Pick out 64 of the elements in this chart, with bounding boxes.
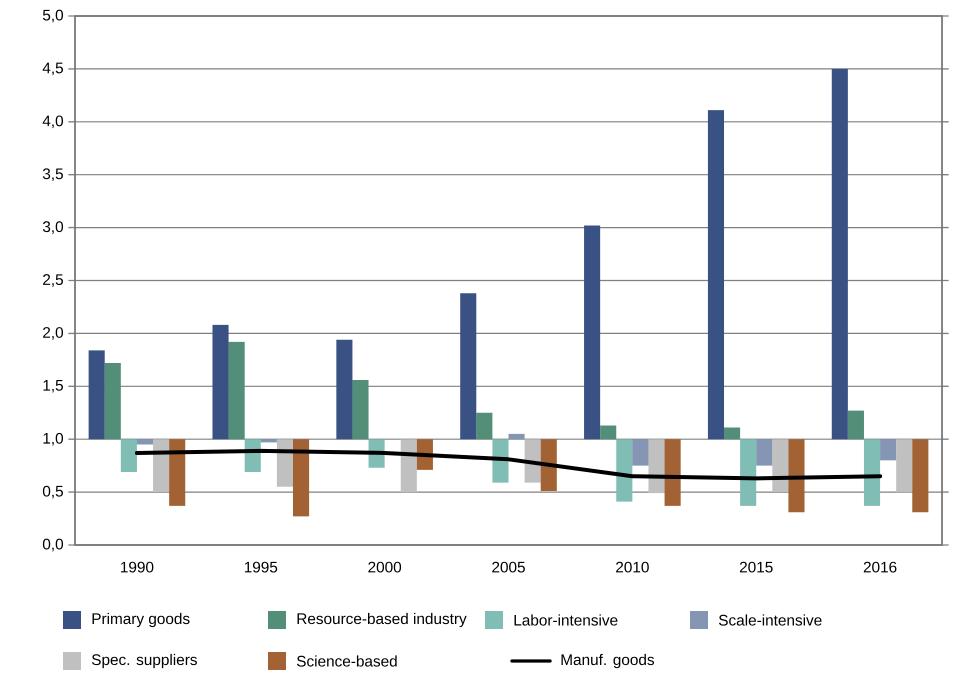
bar [896,439,912,492]
bar [772,439,788,492]
legend-label: Resource-based industry [298,612,467,628]
bar [460,293,476,440]
legend-label: Primary goods [92,612,190,628]
bar [120,439,137,472]
bar [492,439,509,483]
bar [228,342,245,440]
bar [864,439,880,506]
bar [632,439,648,466]
bar [88,350,105,440]
bar [260,439,277,442]
x-tick-label: 2000 [368,562,402,573]
x-tick-label: 1995 [244,562,278,573]
legend-label: Spec. suppliers [92,654,197,668]
x-tick-label: 2010 [616,562,649,573]
x-tick-label: 2016 [864,562,896,573]
y-tick-label: 2,5 [43,274,63,287]
bar [508,434,525,440]
bar [524,439,541,483]
y-tick-label: 5,0 [42,10,64,22]
line-series [134,448,882,480]
bar [664,439,681,506]
y-tick-label: 0,5 [42,486,63,498]
x-tick-label: 2015 [740,562,773,573]
y-tick-label: 3,0 [42,221,64,234]
y-tick-label: 4,5 [42,62,63,76]
bar [600,425,616,440]
y-tick-label: 3,5 [42,168,63,182]
bar [212,324,229,440]
bar [756,439,772,466]
bar [292,439,310,516]
bar [708,110,724,440]
bar [169,439,186,506]
y-tick-label: 4,0 [42,115,64,128]
bar [648,439,665,494]
y-tick-label: 0,0 [42,538,64,552]
bar [400,439,417,492]
bar [136,439,154,444]
bar [880,439,896,460]
bar [724,428,740,440]
x-tick-label: 1990 [121,562,154,573]
y-tick-label: 1,5 [43,380,63,393]
bar [153,439,170,492]
legend-label: Manuf. goods [562,654,654,668]
legend-label: Science-based [296,655,397,667]
bar [616,439,632,502]
y-tick-label: 2,0 [43,327,64,340]
bar [276,439,293,487]
y-tick-label: 1,0 [43,432,64,446]
bar [540,439,557,492]
bar [832,68,848,440]
legend-label: Labor-intensive [514,614,618,626]
bar [584,225,600,440]
bar [104,363,121,440]
legend-label: Scale-intensive [718,614,822,626]
bar [788,439,805,512]
x-tick-label: 2005 [492,562,525,573]
bar [336,340,352,440]
bar [740,439,756,506]
bar [352,380,369,440]
bar [476,412,492,440]
bar [848,410,864,440]
bar [912,439,928,512]
